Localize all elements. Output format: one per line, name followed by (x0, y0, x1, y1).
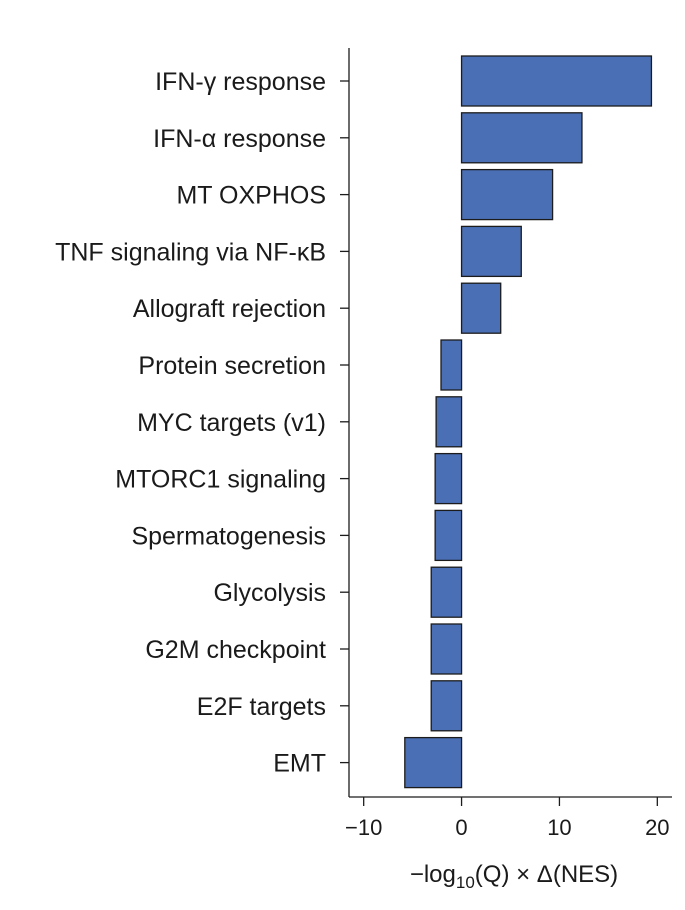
category-label: MTORC1 signaling (115, 466, 326, 494)
category-label: EMT (273, 750, 326, 778)
bar (435, 396, 463, 448)
bar (434, 452, 463, 505)
bar (430, 566, 463, 618)
bar (460, 168, 554, 221)
x-tick-label: 10 (547, 815, 571, 840)
x-tick-label: −10 (345, 815, 382, 840)
category-label: TNF signaling via NF-κB (55, 238, 326, 266)
category-label: Spermatogenesis (131, 522, 326, 550)
bar (434, 509, 463, 562)
bar (404, 736, 463, 789)
x-tick-label: 0 (455, 815, 467, 840)
bar (430, 623, 463, 675)
x-tick-label: 20 (645, 815, 669, 840)
bar (460, 55, 653, 107)
x-axis-title-subscript: 10 (456, 873, 475, 892)
bar (440, 339, 463, 391)
x-axis-title-suffix: (Q) × Δ(NES) (475, 861, 618, 888)
category-label: G2M checkpoint (145, 636, 326, 664)
category-label: IFN-γ response (155, 68, 326, 96)
category-label: Allograft rejection (133, 295, 326, 323)
category-label: Protein secretion (138, 352, 326, 380)
category-label: E2F targets (197, 693, 326, 721)
bar (460, 282, 502, 334)
category-label: MYC targets (v1) (137, 409, 326, 437)
y-axis: IFN-γ response IFN-α response MT OXPHOS TNF… (55, 48, 350, 797)
category-label: MT OXPHOS (176, 182, 326, 210)
category-label: Glycolysis (213, 579, 326, 607)
bar (460, 112, 583, 164)
bar (430, 680, 463, 732)
bars-group (404, 55, 653, 789)
category-label: IFN-α response (153, 125, 326, 153)
x-axis: −10 0 10 20 (345, 796, 672, 840)
bar (460, 225, 522, 278)
x-axis-title: −log10(Q) × Δ(NES) (410, 861, 618, 892)
x-axis-title-prefix: −log (410, 861, 456, 888)
